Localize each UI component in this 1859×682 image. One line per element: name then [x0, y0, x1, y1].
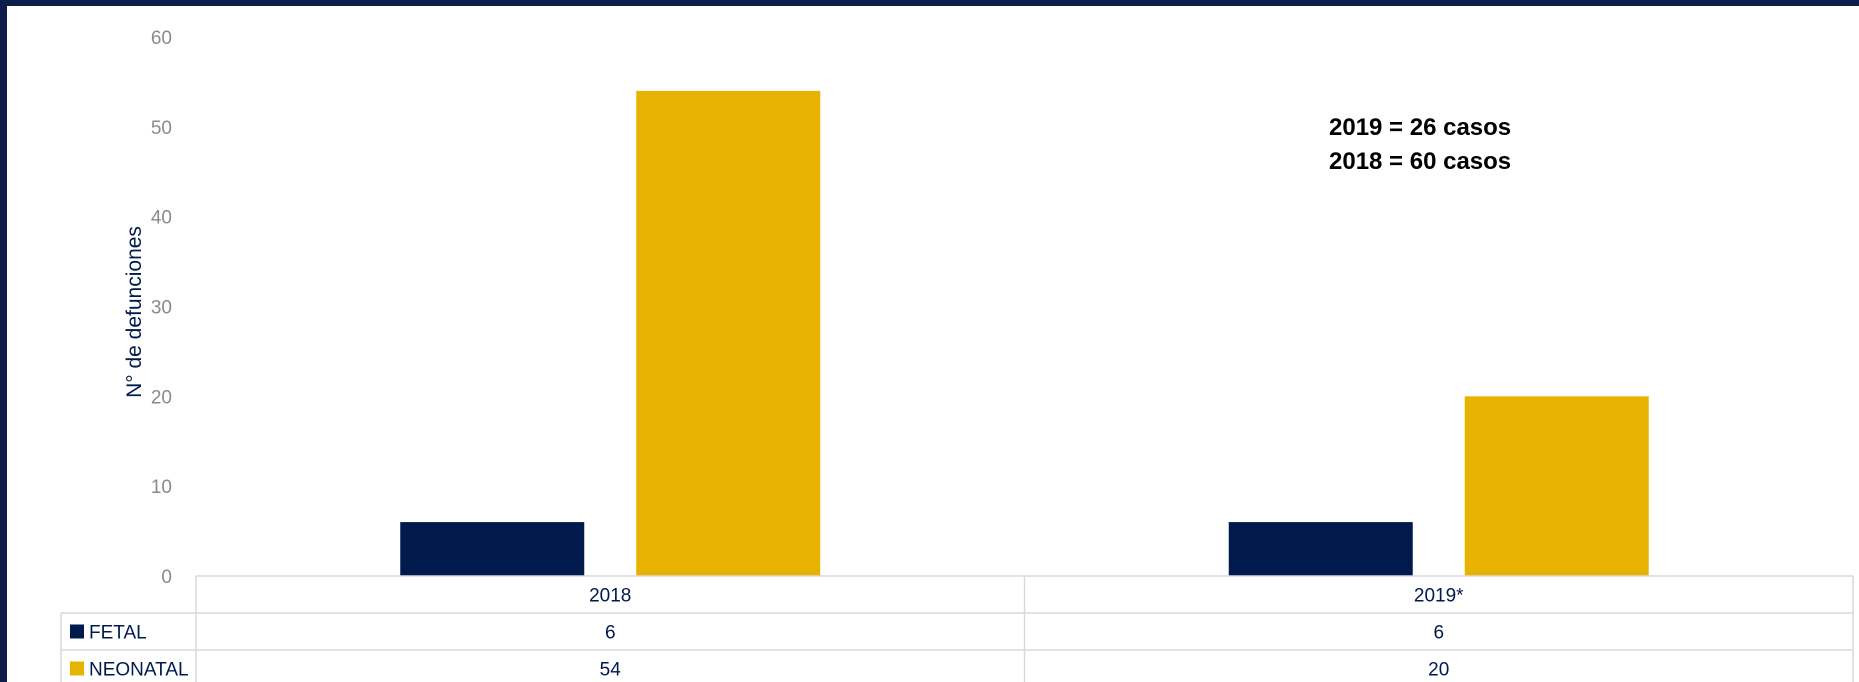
y-tick-label: 10: [151, 477, 172, 498]
bar-fetal-2018: [400, 522, 585, 576]
legend-label-neonatal: NEONATAL: [89, 660, 189, 681]
legend-key-fetal: [70, 624, 84, 639]
y-tick-label: 20: [151, 387, 172, 408]
data-table: 2018 2019* FETAL 6 6 NEONATAL 54 20: [60, 575, 1854, 682]
y-tick-label: 40: [151, 208, 172, 229]
y-axis-ticks: 0 10 20 30 40 50 60: [151, 28, 172, 588]
bar-neonatal-2019: [1464, 396, 1649, 576]
bars: [400, 90, 1649, 577]
data-label: 54: [600, 660, 622, 681]
bar-neonatal-2018: [636, 90, 821, 577]
y-axis-label: N° de defunciones: [123, 226, 146, 398]
chart-frame: 0 10 20 30 40 50 60 N° de defunciones 2019 = 2…: [7, 6, 1859, 682]
legend-key-neonatal: [70, 661, 84, 676]
legend-label-fetal: FETAL: [89, 623, 147, 644]
y-tick-label: 50: [151, 118, 172, 139]
annotations: 2019 = 26 casos 2018 = 60 casos: [1329, 114, 1511, 175]
data-label: 20: [1428, 660, 1449, 681]
annotation-text: 2019 = 26 casos: [1329, 114, 1511, 141]
bar-fetal-2019: [1228, 522, 1413, 576]
x-tick-label: 2019*: [1414, 586, 1464, 607]
bar-chart: 0 10 20 30 40 50 60 N° de defunciones 2019 = 2…: [60, 28, 1854, 682]
y-tick-label: 30: [151, 298, 172, 319]
data-label: 6: [605, 623, 616, 644]
annotation-text: 2018 = 60 casos: [1329, 148, 1511, 175]
data-label: 6: [1433, 623, 1444, 644]
y-tick-label: 0: [161, 567, 172, 588]
y-tick-label: 60: [151, 28, 172, 49]
x-tick-label: 2018: [589, 586, 631, 607]
